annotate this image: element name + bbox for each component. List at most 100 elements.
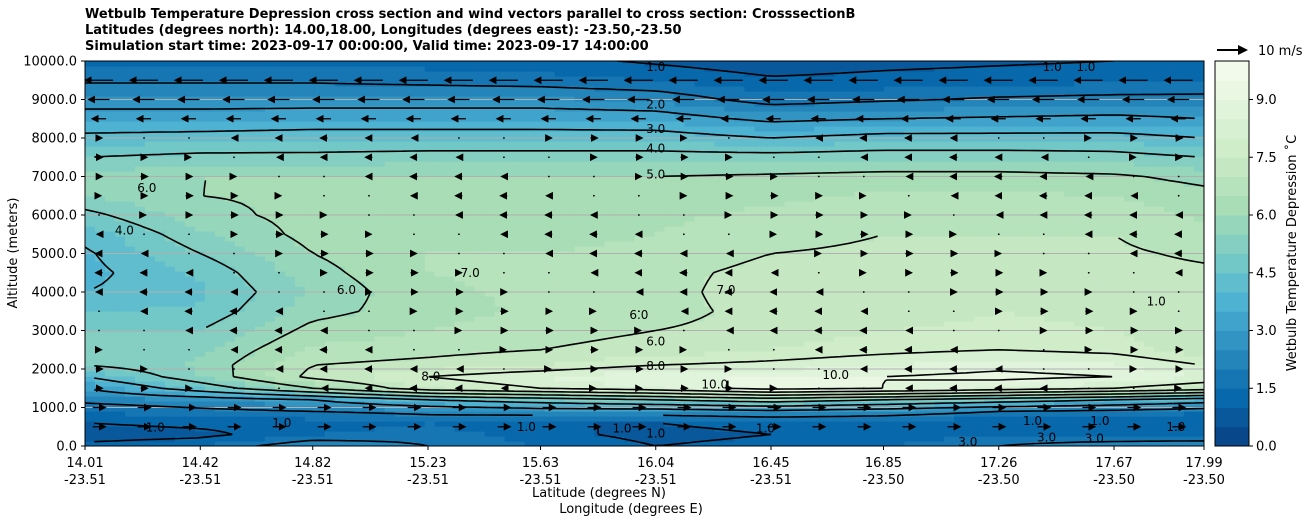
- field-cell: [484, 321, 496, 327]
- field-cell: [94, 346, 106, 352]
- field-cell: [724, 196, 736, 202]
- field-cell: [274, 386, 286, 392]
- field-cell: [254, 306, 266, 312]
- field-cell: [194, 91, 206, 97]
- field-cell: [374, 166, 386, 172]
- field-cell: [234, 111, 246, 117]
- field-cell: [564, 181, 576, 187]
- field-cell: [294, 176, 306, 182]
- field-cell: [674, 226, 686, 232]
- field-cell: [334, 426, 346, 432]
- field-cell: [624, 311, 636, 317]
- field-cell: [254, 86, 266, 92]
- field-cell: [254, 426, 266, 432]
- field-cell: [364, 316, 376, 322]
- field-cell: [374, 116, 386, 122]
- field-cell: [654, 176, 666, 182]
- field-cell: [434, 311, 446, 317]
- field-cell: [324, 226, 336, 232]
- field-cell: [94, 146, 106, 152]
- field-cell: [154, 281, 166, 287]
- field-cell: [324, 176, 336, 182]
- field-cell: [274, 401, 286, 407]
- field-cell: [364, 136, 376, 142]
- field-cell: [344, 66, 356, 72]
- field-cell: [534, 421, 546, 427]
- field-cell: [514, 311, 526, 317]
- field-cell: [244, 221, 256, 227]
- field-cell: [664, 176, 676, 182]
- field-cell: [694, 171, 706, 177]
- field-cell: [274, 111, 286, 117]
- field-cell: [674, 241, 686, 247]
- field-cell: [524, 441, 536, 446]
- field-cell: [524, 96, 536, 102]
- field-cell: [604, 371, 616, 377]
- field-cell: [404, 186, 416, 192]
- field-cell: [224, 316, 236, 322]
- field-cell: [104, 276, 116, 282]
- field-cell: [464, 181, 476, 187]
- field-cell: [214, 211, 226, 217]
- field-cell: [344, 196, 356, 202]
- field-cell: [294, 146, 306, 152]
- field-cell: [294, 71, 306, 77]
- field-cell: [464, 431, 476, 437]
- field-cell: [434, 211, 446, 217]
- field-cell: [464, 146, 476, 152]
- field-cell: [434, 436, 446, 442]
- field-cell: [584, 181, 596, 187]
- field-cell: [624, 91, 636, 97]
- field-cell: [424, 191, 436, 197]
- field-cell: [85, 436, 96, 442]
- field-cell: [684, 141, 696, 147]
- field-cell: [534, 226, 546, 232]
- field-cell: [394, 206, 406, 212]
- field-cell: [604, 116, 616, 122]
- field-cell: [444, 326, 456, 332]
- field-cell: [504, 231, 516, 237]
- field-cell: [724, 341, 736, 347]
- field-cell: [604, 136, 616, 142]
- field-cell: [384, 431, 396, 437]
- field-cell: [404, 276, 416, 282]
- field-cell: [434, 116, 446, 122]
- field-cell: [414, 156, 426, 162]
- field-cell: [404, 421, 416, 427]
- field-cell: [114, 236, 126, 242]
- field-cell: [644, 291, 656, 297]
- field-cell: [94, 246, 106, 252]
- field-cell: [664, 86, 676, 92]
- field-cell: [524, 261, 536, 267]
- field-cell: [414, 236, 426, 242]
- field-cell: [584, 301, 596, 307]
- field-cell: [184, 411, 196, 417]
- field-cell: [164, 271, 176, 277]
- field-cell: [714, 346, 726, 352]
- field-cell: [184, 361, 196, 367]
- field-cell: [234, 261, 246, 267]
- field-cell: [104, 76, 116, 82]
- field-cell: [684, 91, 696, 97]
- field-cell: [304, 336, 316, 342]
- field-cell: [114, 206, 126, 212]
- field-cell: [494, 226, 506, 232]
- field-cell: [504, 86, 516, 92]
- field-cell: [304, 426, 316, 432]
- field-cell: [204, 411, 216, 417]
- field-cell: [674, 96, 686, 102]
- field-cell: [434, 261, 446, 267]
- field-cell: [664, 246, 676, 252]
- field-cell: [224, 146, 236, 152]
- field-cell: [334, 296, 346, 302]
- field-cell: [444, 321, 456, 327]
- field-cell: [85, 286, 96, 292]
- field-cell: [214, 146, 226, 152]
- field-cell: [264, 311, 276, 317]
- field-cell: [85, 181, 96, 187]
- field-cell: [404, 131, 416, 137]
- field-cell: [564, 76, 576, 82]
- field-cell: [444, 246, 456, 252]
- field-cell: [94, 206, 106, 212]
- field-cell: [134, 296, 146, 302]
